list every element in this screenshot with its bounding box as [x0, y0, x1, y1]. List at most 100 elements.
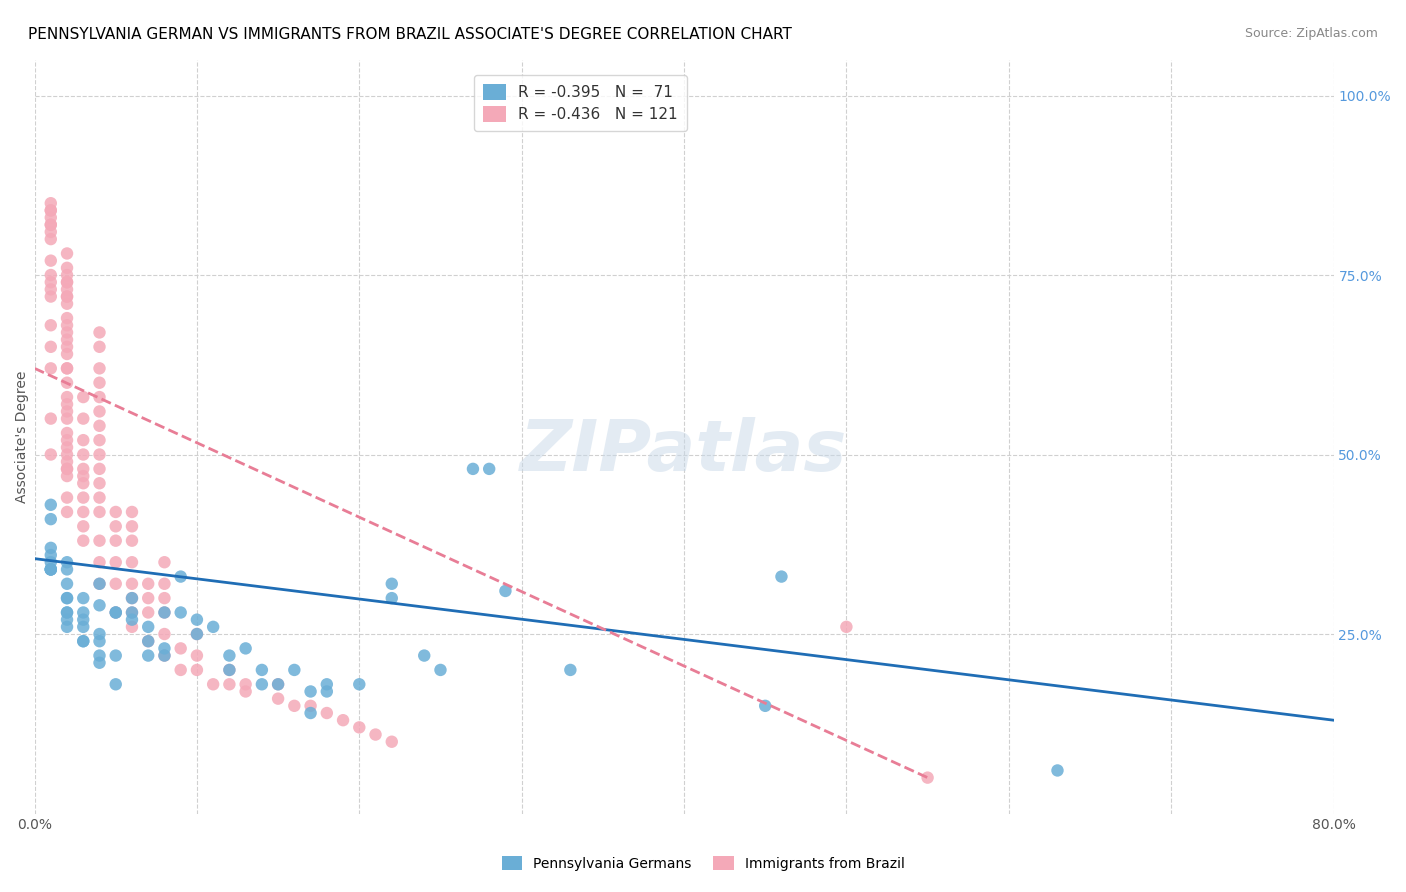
- Point: [121, 591, 143, 606]
- Point: [218, 663, 240, 677]
- Point: [39, 282, 62, 296]
- Point: [89, 576, 111, 591]
- Point: [39, 218, 62, 232]
- Point: [56, 591, 79, 606]
- Point: [39, 548, 62, 562]
- Point: [461, 462, 484, 476]
- Point: [121, 591, 143, 606]
- Point: [72, 606, 94, 620]
- Point: [235, 684, 257, 698]
- Point: [104, 519, 127, 533]
- Legend: R = -0.395   N =  71, R = -0.436   N = 121: R = -0.395 N = 71, R = -0.436 N = 121: [474, 75, 686, 131]
- Point: [56, 289, 79, 303]
- Point: [89, 576, 111, 591]
- Point: [56, 411, 79, 425]
- Point: [121, 533, 143, 548]
- Point: [104, 505, 127, 519]
- Point: [89, 476, 111, 491]
- Point: [121, 613, 143, 627]
- Point: [89, 390, 111, 404]
- Point: [917, 771, 939, 785]
- Point: [56, 462, 79, 476]
- Point: [89, 376, 111, 390]
- Point: [56, 404, 79, 418]
- Point: [56, 361, 79, 376]
- Point: [56, 606, 79, 620]
- Point: [56, 275, 79, 289]
- Point: [235, 641, 257, 656]
- Point: [235, 677, 257, 691]
- Point: [104, 606, 127, 620]
- Point: [89, 648, 111, 663]
- Point: [170, 641, 193, 656]
- Point: [72, 448, 94, 462]
- Point: [56, 275, 79, 289]
- Point: [136, 606, 159, 620]
- Point: [72, 505, 94, 519]
- Point: [104, 648, 127, 663]
- Point: [89, 533, 111, 548]
- Point: [56, 606, 79, 620]
- Point: [56, 390, 79, 404]
- Point: [72, 433, 94, 447]
- Point: [299, 706, 322, 720]
- Point: [72, 591, 94, 606]
- Point: [218, 648, 240, 663]
- Point: [121, 505, 143, 519]
- Point: [315, 677, 337, 691]
- Point: [770, 569, 793, 583]
- Point: [153, 648, 176, 663]
- Point: [56, 448, 79, 462]
- Point: [560, 663, 582, 677]
- Point: [153, 606, 176, 620]
- Point: [315, 684, 337, 698]
- Point: [72, 519, 94, 533]
- Point: [39, 562, 62, 576]
- Point: [39, 512, 62, 526]
- Point: [250, 677, 273, 691]
- Point: [136, 576, 159, 591]
- Point: [56, 268, 79, 282]
- Point: [56, 620, 79, 634]
- Point: [121, 576, 143, 591]
- Point: [39, 253, 62, 268]
- Point: [56, 361, 79, 376]
- Point: [72, 390, 94, 404]
- Point: [202, 677, 225, 691]
- Point: [89, 505, 111, 519]
- Point: [136, 634, 159, 648]
- Point: [494, 583, 516, 598]
- Point: [332, 713, 354, 727]
- Point: [121, 555, 143, 569]
- Point: [89, 555, 111, 569]
- Point: [153, 641, 176, 656]
- Text: PENNSYLVANIA GERMAN VS IMMIGRANTS FROM BRAZIL ASSOCIATE'S DEGREE CORRELATION CHA: PENNSYLVANIA GERMAN VS IMMIGRANTS FROM B…: [28, 27, 792, 42]
- Point: [89, 462, 111, 476]
- Point: [89, 404, 111, 418]
- Y-axis label: Associate's Degree: Associate's Degree: [15, 370, 30, 503]
- Point: [56, 376, 79, 390]
- Point: [89, 627, 111, 641]
- Point: [170, 606, 193, 620]
- Point: [136, 648, 159, 663]
- Point: [56, 555, 79, 569]
- Point: [267, 691, 290, 706]
- Point: [136, 620, 159, 634]
- Point: [72, 411, 94, 425]
- Point: [170, 569, 193, 583]
- Point: [186, 627, 208, 641]
- Point: [39, 562, 62, 576]
- Point: [429, 663, 451, 677]
- Point: [39, 361, 62, 376]
- Point: [754, 698, 776, 713]
- Point: [104, 606, 127, 620]
- Point: [381, 591, 404, 606]
- Point: [121, 620, 143, 634]
- Point: [349, 720, 371, 734]
- Point: [89, 361, 111, 376]
- Point: [39, 555, 62, 569]
- Point: [56, 505, 79, 519]
- Point: [835, 620, 858, 634]
- Point: [283, 698, 305, 713]
- Text: ZIPatlas: ZIPatlas: [520, 417, 848, 486]
